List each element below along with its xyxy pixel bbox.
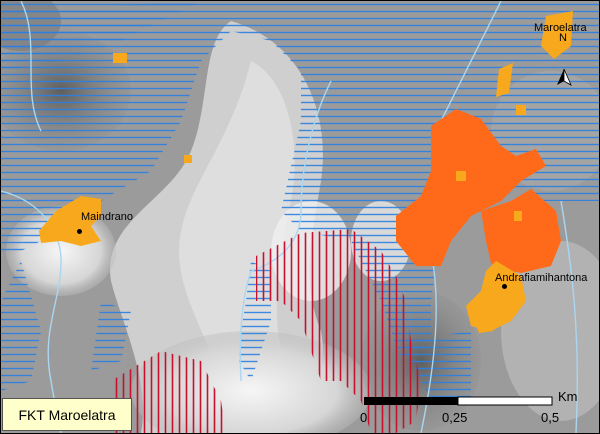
settlements: [39, 11, 573, 333]
place-label-maroelatra: Maroelatra: [534, 22, 587, 34]
blue-hatch-zone: [1, 1, 599, 401]
scale-bar: [364, 396, 553, 406]
place-label-andrafiamihantona: Andrafiamihantona: [495, 272, 588, 284]
north-arrow-icon: [557, 68, 572, 86]
place-dot-icon: [502, 284, 507, 289]
place-label-maindrano: Maindrano: [81, 211, 133, 223]
map-title: FKT Maroelatra: [18, 406, 116, 423]
north-letter: N: [559, 32, 567, 44]
scale-tick-1: 0,25: [442, 410, 468, 425]
scale-tick-2: 0,5: [541, 410, 560, 425]
place-dot-icon: [77, 229, 82, 234]
scale-unit-label: Km: [558, 389, 578, 404]
red-hatch-zone: [111, 229, 421, 433]
scale-tick-0: 0: [360, 410, 368, 425]
map-title-box: FKT Maroelatra: [2, 398, 132, 431]
